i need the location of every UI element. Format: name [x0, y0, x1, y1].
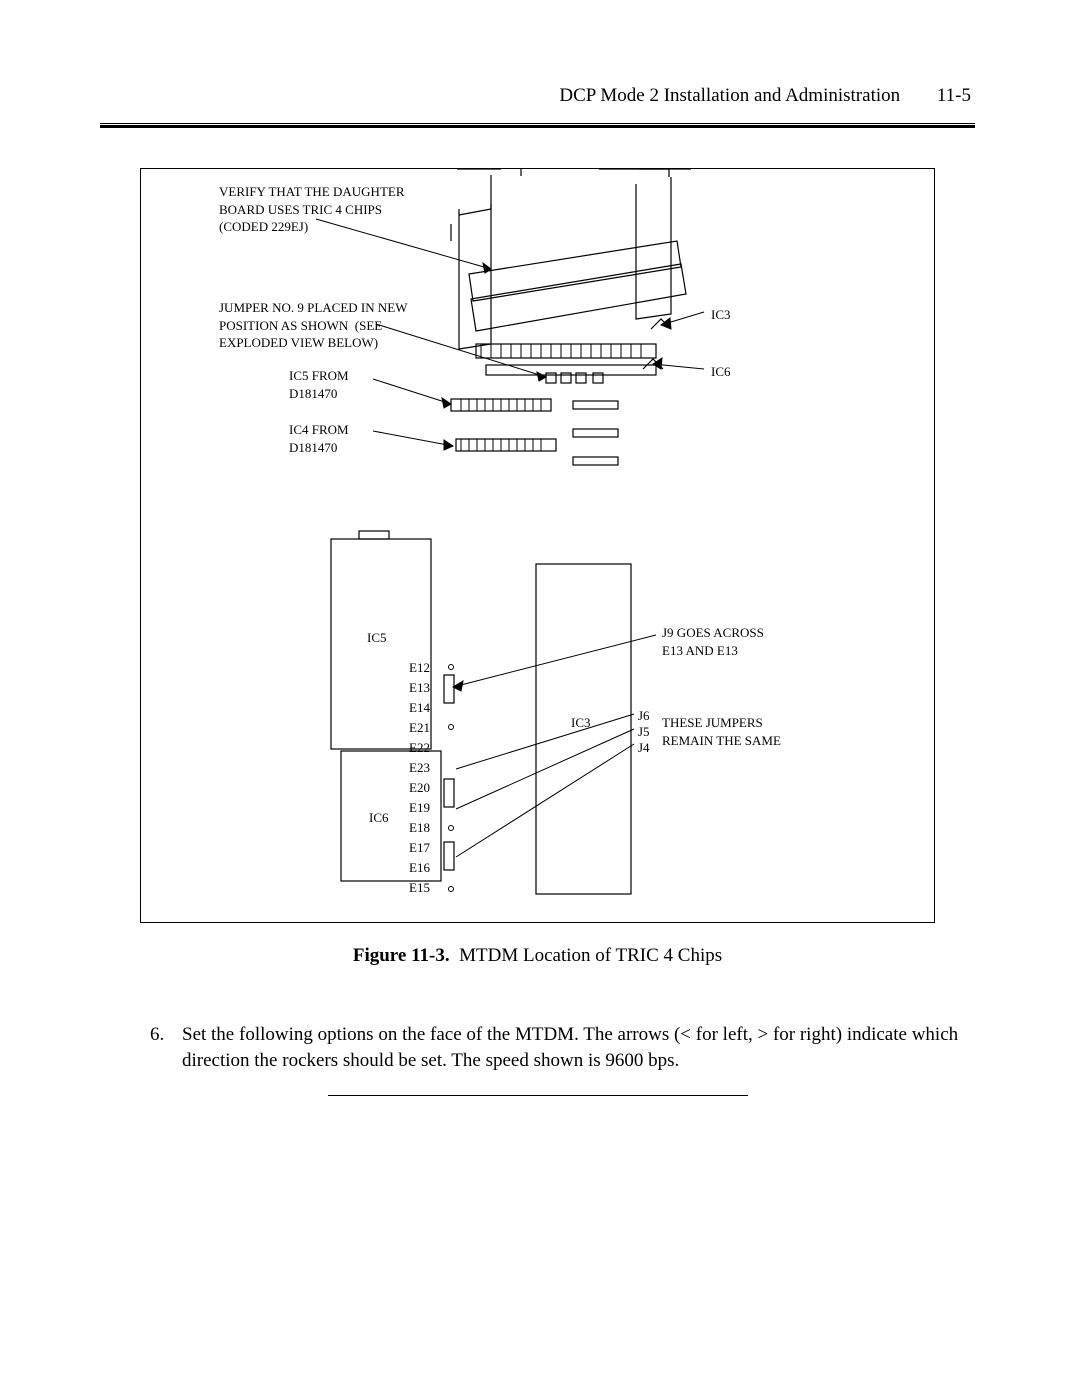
caption-text: MTDM Location of TRIC 4 Chips [459, 945, 722, 966]
label-e13: E13 [409, 679, 430, 697]
label-e14: E14 [409, 699, 430, 717]
label-verify: VERIFY THAT THE DAUGHTER BOARD USES TRIC… [219, 183, 405, 236]
label-ic6: IC6 [711, 363, 731, 381]
label-jumper9: JUMPER NO. 9 PLACED IN NEW POSITION AS S… [219, 299, 408, 352]
list-text: Set the following options on the face of… [182, 1022, 965, 1073]
label-e21: E21 [409, 719, 430, 737]
label-j5: J5 [638, 723, 650, 741]
label-e23: E23 [409, 759, 430, 777]
label-j9note: J9 GOES ACROSS E13 AND E13 [662, 624, 764, 659]
list-number: 6. [150, 1022, 182, 1073]
label-e20: E20 [409, 779, 430, 797]
figure-caption: Figure 11-3. MTDM Location of TRIC 4 Chi… [100, 945, 975, 967]
label-j6: J6 [638, 707, 650, 725]
header-title: DCP Mode 2 Installation and Administrati… [559, 85, 900, 106]
header-rule [100, 123, 975, 128]
label-e16: E16 [409, 859, 430, 877]
separator-rule [328, 1095, 748, 1096]
label-e18: E18 [409, 819, 430, 837]
page-number: 11-5 [937, 85, 971, 106]
label-ic5from: IC5 FROM D181470 [289, 367, 349, 402]
caption-prefix: Figure 11-3. [353, 945, 450, 966]
label-ic3: IC3 [711, 306, 731, 324]
label-ic5b: IC5 [367, 629, 387, 647]
label-e19: E19 [409, 799, 430, 817]
label-jumpers-remain: THESE JUMPERS REMAIN THE SAME [662, 714, 781, 749]
label-e17: E17 [409, 839, 430, 857]
label-ic4from: IC4 FROM D181470 [289, 421, 349, 456]
label-ic6b: IC6 [369, 809, 389, 827]
label-e22: E22 [409, 739, 430, 757]
label-e15: E15 [409, 879, 430, 897]
label-e12: E12 [409, 659, 430, 677]
figure-11-3: VERIFY THAT THE DAUGHTER BOARD USES TRIC… [140, 168, 935, 923]
label-ic3b: IC3 [571, 714, 591, 732]
label-j4: J4 [638, 739, 650, 757]
